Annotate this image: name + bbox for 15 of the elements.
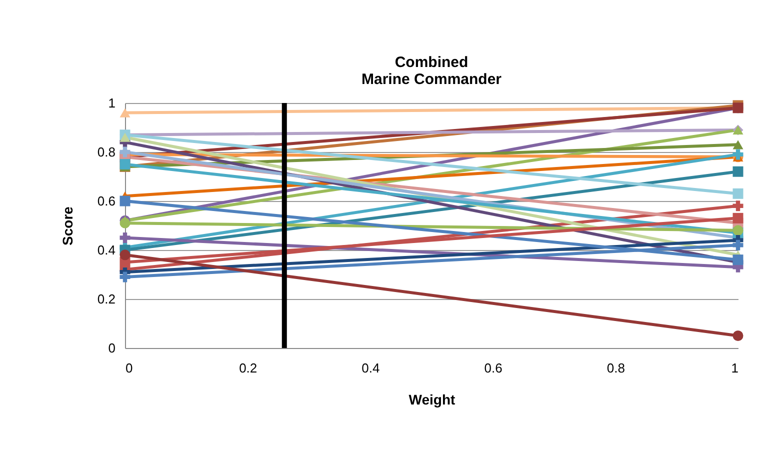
y-tick-label: 0.4 <box>97 242 116 258</box>
x-tick-label: 0.8 <box>606 360 625 376</box>
y-tick-label: 0 <box>108 340 116 356</box>
x-tick-label: 1 <box>731 360 738 376</box>
x-axis-title: Weight <box>408 392 456 408</box>
x-tick-label: 0.4 <box>362 360 380 376</box>
chart-title: Combined Marine Commander <box>361 54 502 88</box>
x-tick-label: 0.6 <box>484 360 502 376</box>
y-tick-label: 1 <box>108 96 116 110</box>
y-tick-label: 0.2 <box>97 292 116 306</box>
y-tick-label: 0.6 <box>97 194 116 208</box>
x-tick-label: 0 <box>126 360 133 376</box>
y-axis-title: Score <box>59 206 76 246</box>
y-tick-label: 0.8 <box>97 144 116 160</box>
x-tick-label: 0.2 <box>239 360 258 376</box>
